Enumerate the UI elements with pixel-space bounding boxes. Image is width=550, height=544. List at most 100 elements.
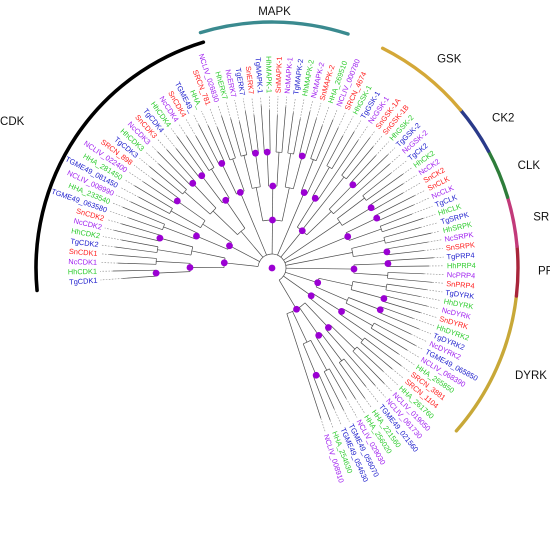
branch-segment [275, 115, 278, 153]
branch-segment [337, 197, 365, 219]
leaf-label: TgDYRK [445, 288, 475, 301]
leaf-guide-line [157, 139, 168, 151]
branch-segment [260, 105, 265, 153]
branch-arc [337, 218, 343, 226]
bootstrap-node [312, 371, 320, 379]
leaf-label: TgPRP4 [446, 251, 474, 262]
leaf-guide-line [119, 186, 139, 198]
branch-segment [128, 217, 163, 231]
leaf-guide-line [402, 182, 422, 194]
leaf-guide-line [433, 256, 444, 259]
branch-segment [346, 146, 374, 180]
leaf-guide-line [106, 219, 122, 225]
bootstrap-node [218, 160, 226, 167]
leaf-guide-line [309, 100, 313, 112]
leaf-label: NcPRP4 [447, 270, 476, 280]
branch-segment [255, 187, 264, 221]
leaf-guide-line [234, 100, 240, 122]
clade-arc-cdk [34, 40, 206, 293]
leaf-guide-line [413, 318, 435, 327]
branch-segment [115, 246, 158, 253]
branch-segment [349, 228, 382, 241]
branch-segment [299, 307, 319, 336]
bootstrap-node [252, 149, 259, 157]
leaf-guide-line [343, 409, 350, 422]
branch-arc [326, 165, 333, 169]
branch-segment [354, 154, 389, 188]
branch-segment [387, 277, 433, 283]
branch-segment [370, 327, 408, 351]
branch-segment [221, 116, 236, 159]
clade-label-cdk: CDK [0, 116, 25, 128]
branch-segment [312, 293, 342, 312]
branch-segment [216, 127, 231, 161]
bootstrap-node [186, 264, 194, 271]
bootstrap-node [350, 265, 358, 273]
branch-segment [339, 362, 366, 399]
branch-segment [356, 346, 384, 372]
branch-segment [156, 271, 191, 274]
branch-segment [284, 236, 348, 263]
branch-segment [387, 250, 425, 256]
branch-segment [225, 200, 246, 229]
clade-arc-gsk [380, 46, 463, 112]
branch-segment [281, 187, 290, 222]
leaf-guide-line [342, 116, 354, 136]
branch-segment [156, 261, 191, 264]
branch-segment [362, 173, 392, 196]
branch-segment [328, 184, 354, 210]
branch-arc [303, 339, 311, 345]
branch-segment [277, 192, 305, 256]
branch-segment [283, 221, 341, 261]
branch-arc [360, 337, 365, 343]
branch-segment [283, 275, 312, 297]
leaf-guide-line [128, 172, 144, 182]
branch-segment [382, 218, 424, 233]
branch-segment [253, 115, 259, 153]
branch-segment [372, 192, 404, 211]
leaf-guide-line [178, 123, 187, 137]
leaf-guide-line [387, 147, 396, 155]
bootstrap-nodes [152, 148, 392, 379]
branch-segment [166, 149, 196, 182]
branch-segment [163, 226, 196, 240]
bootstrap-node [383, 248, 391, 256]
leaf-guide-line [427, 239, 442, 243]
leaf-label: NcMAPK-1 [282, 57, 294, 94]
branch-segment [312, 166, 330, 197]
branch-segment [375, 195, 415, 216]
branch-arc [169, 208, 173, 214]
leaf-guide-line [285, 96, 288, 107]
leaf-guide-line [420, 296, 441, 301]
branch-segment [211, 168, 230, 199]
leaf-guide-line [383, 371, 399, 386]
branch-segment [212, 210, 238, 235]
branch-arc [362, 195, 367, 201]
bootstrap-node [314, 279, 322, 287]
branch-segment [315, 119, 334, 161]
leaf-guide-line [427, 305, 440, 310]
branch-segment [229, 245, 260, 262]
leaf-guide-line [139, 158, 150, 167]
branch-segment [157, 151, 191, 186]
leaf-guide-line [209, 107, 218, 128]
branch-segment [382, 301, 421, 313]
branch-segment [109, 254, 157, 259]
bootstrap-node [226, 242, 233, 250]
leaf-guide-line [171, 128, 178, 137]
clade-label-ck2: CK2 [492, 113, 514, 125]
branch-segment [320, 333, 342, 361]
branch-segment [333, 163, 390, 214]
bootstrap-node [380, 295, 388, 302]
leaf-guide-line [320, 418, 326, 432]
bootstrap-node [298, 152, 306, 160]
bootstrap-node [236, 188, 244, 196]
branch-arc [351, 248, 354, 257]
branch-arc [370, 322, 375, 329]
branch-segment [121, 239, 159, 248]
leaf-guide-line [124, 179, 135, 187]
leaf-guide-line [431, 230, 441, 234]
branch-segment [378, 312, 419, 330]
bootstrap-node [156, 234, 164, 242]
